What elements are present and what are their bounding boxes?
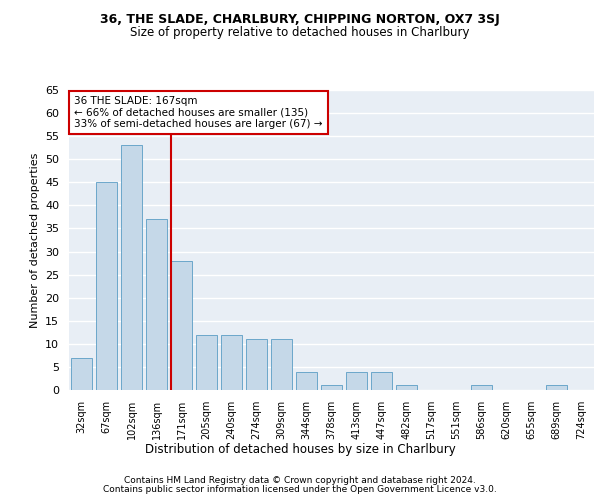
Bar: [196, 334, 217, 390]
Bar: [471, 386, 492, 390]
Text: Distribution of detached houses by size in Charlbury: Distribution of detached houses by size …: [145, 442, 455, 456]
Bar: [96, 182, 117, 390]
Bar: [271, 339, 292, 390]
Bar: [371, 372, 392, 390]
Bar: [546, 386, 567, 390]
Bar: [146, 219, 167, 390]
Bar: [321, 386, 342, 390]
Bar: [121, 146, 142, 390]
Text: 36, THE SLADE, CHARLBURY, CHIPPING NORTON, OX7 3SJ: 36, THE SLADE, CHARLBURY, CHIPPING NORTO…: [100, 12, 500, 26]
Bar: [296, 372, 317, 390]
Bar: [71, 358, 92, 390]
Text: 36 THE SLADE: 167sqm
← 66% of detached houses are smaller (135)
33% of semi-deta: 36 THE SLADE: 167sqm ← 66% of detached h…: [74, 96, 323, 129]
Bar: [396, 386, 417, 390]
Text: Contains public sector information licensed under the Open Government Licence v3: Contains public sector information licen…: [103, 485, 497, 494]
Y-axis label: Number of detached properties: Number of detached properties: [29, 152, 40, 328]
Bar: [221, 334, 242, 390]
Text: Contains HM Land Registry data © Crown copyright and database right 2024.: Contains HM Land Registry data © Crown c…: [124, 476, 476, 485]
Bar: [171, 261, 192, 390]
Bar: [246, 339, 267, 390]
Bar: [346, 372, 367, 390]
Text: Size of property relative to detached houses in Charlbury: Size of property relative to detached ho…: [130, 26, 470, 39]
